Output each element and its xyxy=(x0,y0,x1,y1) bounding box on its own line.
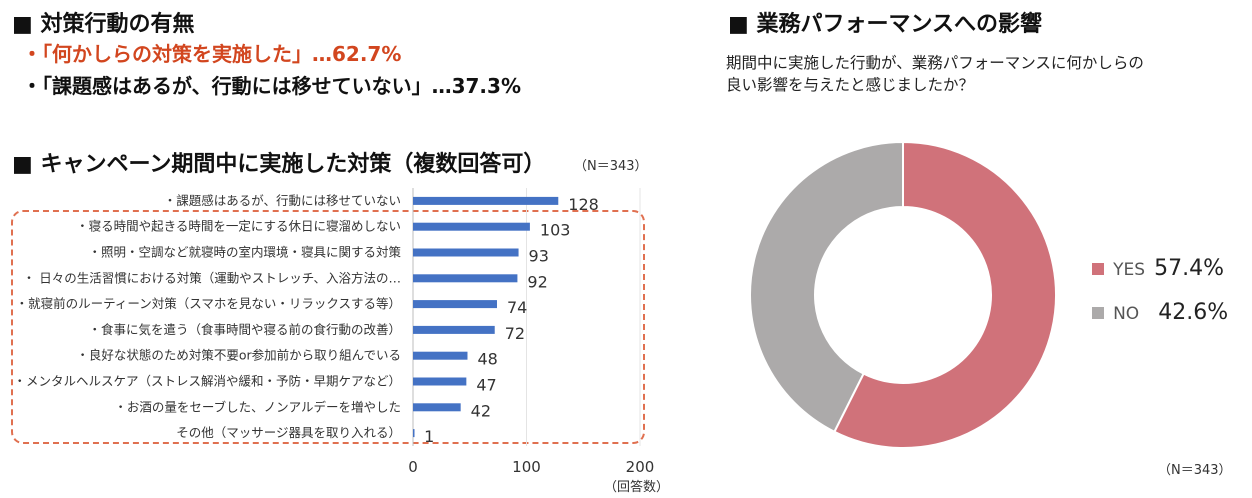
legend-yes-label: YES xyxy=(1113,260,1146,280)
category-label: ・照明・空調など就寝時の室内環境・寝具に関する対策 xyxy=(88,245,401,260)
bar-value-label: 1 xyxy=(424,427,434,446)
bar-value-label: 128 xyxy=(568,195,599,214)
bar-value-label: 74 xyxy=(507,298,527,317)
legend-no-label: NO xyxy=(1113,304,1140,324)
bar-value-label: 48 xyxy=(477,350,497,369)
bar-value-label: 42 xyxy=(471,401,491,420)
bar xyxy=(413,351,468,360)
bar xyxy=(413,248,519,257)
bar-value-label: 92 xyxy=(527,272,547,291)
x-tick-label: 200 xyxy=(626,458,655,476)
action-heading: ■ 対策行動の有無 xyxy=(12,12,195,37)
bar-value-label: 47 xyxy=(476,376,496,395)
donut-chart xyxy=(749,140,1057,449)
category-label: ・良好な状態のため対策不要or参加前から取り組んでいる xyxy=(76,348,401,363)
category-label: ・就寝前のルーティーン対策（スマホを見ない・リラックスする等） xyxy=(16,296,401,311)
category-label: ・課題感はあるが、行動には移せていない xyxy=(164,193,401,208)
dashed-highlight-box xyxy=(11,210,645,444)
legend-yes-swatch xyxy=(1092,263,1104,275)
bar xyxy=(413,274,518,283)
bar-chart-n-label: （N＝343） xyxy=(574,159,648,174)
category-label: ・お酒の量をセーブした、ノンアルデーを増やした xyxy=(114,399,401,414)
bar xyxy=(413,222,530,231)
question-line-2: 良い影響を与えたと感じましたか？ xyxy=(726,76,975,94)
bar xyxy=(413,429,415,438)
summary-not-implemented: ・「課題感はあるが、行動には移せていない」…37.3% xyxy=(22,74,521,98)
donut-slice-no xyxy=(749,140,904,434)
bar xyxy=(413,377,467,386)
donut-slice-yes xyxy=(833,140,1057,449)
category-label: ・食事に気を遣う（食事時間や寝る前の食行動の改善） xyxy=(88,322,401,337)
bar-value-label: 103 xyxy=(540,221,571,240)
performance-heading: ■ 業務パフォーマンスへの影響 xyxy=(728,12,1043,37)
bar xyxy=(413,403,461,412)
legend-no-swatch xyxy=(1092,307,1104,319)
x-tick-label: 0 xyxy=(408,458,418,476)
x-tick-label: 100 xyxy=(512,458,541,476)
bar-chart-svg: 0 100 200 ・課題感はあるが、行動には移せていない 128 ・寝る時間や起きる時間… xyxy=(13,188,655,476)
legend-yes-value: 57.4% xyxy=(1154,256,1224,281)
bar-value-label: 72 xyxy=(505,324,525,343)
legend-no-value: 42.6% xyxy=(1158,300,1229,325)
category-label: その他（マッサージ器具を取り入れる） xyxy=(176,425,401,440)
bar xyxy=(413,300,497,309)
legend-yes: YES 57.4% xyxy=(1092,256,1224,281)
bar-chart-heading: ■ キャンペーン期間中に実施した対策（複数回答可） xyxy=(12,152,546,177)
bar-chart: 0 100 200 ・課題感はあるが、行動には移せていない 128 ・寝る時間や起きる時間… xyxy=(0,180,660,498)
donut-n-label: （N＝343） xyxy=(1158,463,1232,478)
bar xyxy=(413,196,559,205)
category-label: ・ 日々の生活習慣における対策（運動やストレッチ、入浴方法の… xyxy=(23,270,401,285)
category-label: ・寝る時間や起きる時間を一定にする休日に寝溜めしない xyxy=(76,219,401,234)
legend-no: NO 42.6% xyxy=(1092,300,1228,325)
bar-value-label: 93 xyxy=(529,247,549,266)
bar-chart-unit-label: （回答数） xyxy=(604,480,670,495)
summary-implemented: ・「何かしらの対策を実施した」…62.7% xyxy=(22,42,402,66)
category-label: ・メンタルヘルスケア（ストレス解消や緩和・予防・早期ケアなど） xyxy=(13,374,401,389)
bar xyxy=(413,325,495,334)
question-line-1: 期間中に実施した行動が、業務パフォーマンスに何かしらの xyxy=(726,54,1144,72)
